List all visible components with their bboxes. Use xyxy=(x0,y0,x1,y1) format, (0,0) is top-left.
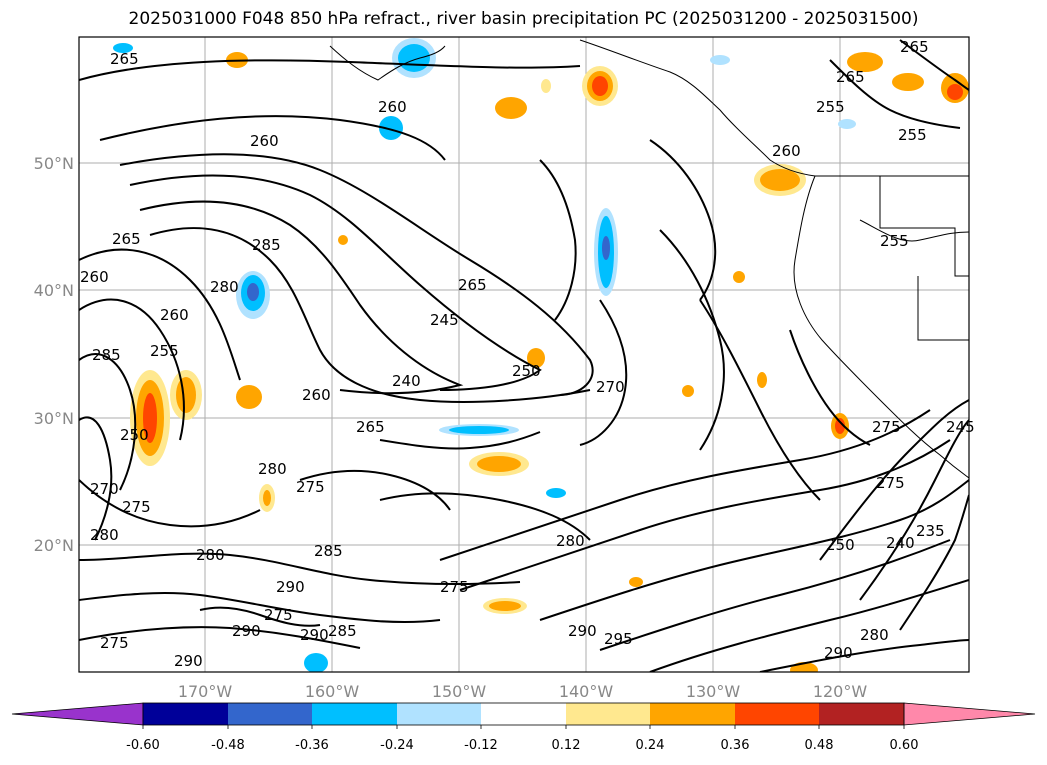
contour-label: 275 xyxy=(872,418,901,436)
contour-label: 290 xyxy=(232,622,261,640)
lon-label: 160°W xyxy=(305,682,360,701)
contour-label: 275 xyxy=(440,578,469,596)
contour-label: 290 xyxy=(300,626,329,644)
colorbar-segment xyxy=(566,703,650,725)
map-frame xyxy=(78,36,970,673)
contour-label: 290 xyxy=(568,622,597,640)
contour-label: 275 xyxy=(122,498,151,516)
contour-label: 255 xyxy=(150,342,179,360)
contour-label: 280 xyxy=(258,460,287,478)
colorbar-label: -0.60 xyxy=(126,738,160,753)
colorbar-label: -0.48 xyxy=(211,738,245,753)
contour-label: 250 xyxy=(120,426,149,444)
contour-label: 290 xyxy=(276,578,305,596)
colorbar-label: 0.12 xyxy=(552,738,581,753)
contour-label: 290 xyxy=(174,652,203,670)
contour-label: 280 xyxy=(860,626,889,644)
colorbar: -0.60 -0.48 -0.36 -0.24 -0.12 0.12 0.24 … xyxy=(11,702,1036,753)
lat-label: 20°N xyxy=(34,536,74,555)
refractivity-contours xyxy=(79,39,969,672)
colorbar-label: -0.24 xyxy=(380,738,414,753)
colorbar-segment xyxy=(735,703,819,725)
contour-label: 260 xyxy=(302,386,331,404)
contour-label: 285 xyxy=(252,236,281,254)
contour-label: 260 xyxy=(160,306,189,324)
colorbar-segment xyxy=(397,703,481,725)
colorbar-segment xyxy=(228,703,312,725)
lon-label: 150°W xyxy=(432,682,487,701)
contour-label: 260 xyxy=(250,132,279,150)
contour-label: 275 xyxy=(876,474,905,492)
contour-labels: 265 260 260 265 255 255 260 265 255 260 … xyxy=(80,38,975,670)
contour-label: 260 xyxy=(772,142,801,160)
contour-label: 275 xyxy=(296,478,325,496)
map-title: 2025031000 F048 850 hPa refract., river … xyxy=(128,9,919,29)
contour-label: 265 xyxy=(110,50,139,68)
contour-label: 260 xyxy=(80,268,109,286)
contour-label: 260 xyxy=(378,98,407,116)
contour-label: 240 xyxy=(392,372,421,390)
lon-label: 170°W xyxy=(178,682,233,701)
colorbar-label: 0.48 xyxy=(805,738,834,753)
lon-label: 140°W xyxy=(559,682,614,701)
contour-label: 295 xyxy=(604,630,633,648)
colorbar-segment xyxy=(819,703,904,725)
colorbar-frame xyxy=(142,702,905,726)
colorbar-segment xyxy=(11,702,144,726)
contour-label: 255 xyxy=(898,126,927,144)
contour-label: 235 xyxy=(916,522,945,540)
colorbar-segment xyxy=(312,703,397,725)
lon-label: 130°W xyxy=(686,682,741,701)
colorbar-label: 0.24 xyxy=(636,738,665,753)
contour-label: 265 xyxy=(900,38,929,56)
contour-label: 280 xyxy=(556,532,585,550)
contour-label: 240 xyxy=(886,534,915,552)
contour-label: 290 xyxy=(824,644,853,662)
contour-label: 285 xyxy=(314,542,343,560)
contour-label: 245 xyxy=(946,418,975,436)
longitude-labels: 170°W 160°W 150°W 140°W 130°W 120°W xyxy=(178,682,868,701)
lat-label: 50°N xyxy=(34,154,74,173)
contour-label: 265 xyxy=(112,230,141,248)
colorbar-segment xyxy=(903,702,1036,726)
colorbar-segment xyxy=(650,703,735,725)
colorbar-label: -0.12 xyxy=(464,738,498,753)
contour-label: 245 xyxy=(430,311,459,329)
contour-label: 270 xyxy=(90,480,119,498)
lat-label: 30°N xyxy=(34,409,74,428)
latitude-labels: 50°N 40°N 30°N 20°N xyxy=(34,154,74,555)
contour-label: 280 xyxy=(90,526,119,544)
contour-label: 275 xyxy=(264,606,293,624)
lat-label: 40°N xyxy=(34,281,74,300)
contour-label: 255 xyxy=(816,98,845,116)
coastlines xyxy=(329,39,969,479)
contour-label: 285 xyxy=(92,346,121,364)
contour-label: 265 xyxy=(836,68,865,86)
contour-label: 280 xyxy=(210,278,239,296)
contour-label: 250 xyxy=(512,362,541,380)
contour-label: 285 xyxy=(328,622,357,640)
colorbar-label: 0.60 xyxy=(890,738,919,753)
colorbar-label: -0.36 xyxy=(295,738,329,753)
colorbar-label: 0.36 xyxy=(721,738,750,753)
lon-label: 120°W xyxy=(813,682,868,701)
contour-label: 270 xyxy=(596,378,625,396)
map-area xyxy=(79,37,969,672)
contour-label: 280 xyxy=(196,546,225,564)
contour-label: 265 xyxy=(356,418,385,436)
contour-label: 265 xyxy=(458,276,487,294)
contour-label: 275 xyxy=(100,634,129,652)
contour-label: 255 xyxy=(880,232,909,250)
contour-label: 250 xyxy=(826,536,855,554)
colorbar-segment xyxy=(481,703,566,725)
colorbar-segment xyxy=(143,703,228,725)
